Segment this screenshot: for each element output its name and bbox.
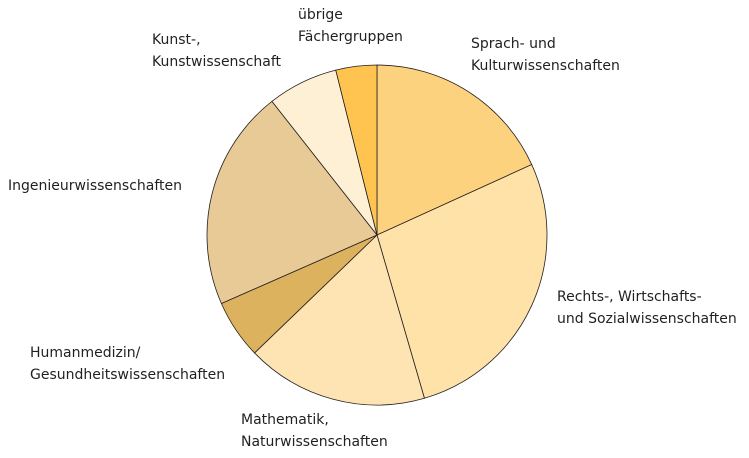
- slice-label: Rechts-, Wirtschafts-: [557, 289, 702, 305]
- slice-label: Humanmedizin/: [30, 345, 141, 361]
- slice-label: und Sozialwissenschaften: [557, 311, 737, 327]
- slice-label: Ingenieurwissenschaften: [8, 178, 182, 194]
- pie-slice: [253, 234, 425, 406]
- slice-label: übrige: [298, 7, 343, 23]
- slice-label: Fächergruppen: [298, 29, 403, 45]
- slice-label: Mathematik,: [241, 412, 329, 428]
- pie-slice: [376, 164, 548, 399]
- slice-label: Sprach- und: [471, 36, 556, 52]
- slice-label: Kulturwissenschaften: [471, 58, 620, 74]
- slice-label: Naturwissenschaften: [241, 434, 388, 450]
- slice-label: Kunstwissenschaft: [152, 54, 282, 70]
- pie-slice: [335, 64, 378, 236]
- pie-slice: [376, 64, 533, 236]
- slice-label: Kunst-,: [152, 32, 201, 48]
- slice-label: Gesundheitswissenschaften: [30, 367, 225, 383]
- pie-slice: [206, 100, 378, 305]
